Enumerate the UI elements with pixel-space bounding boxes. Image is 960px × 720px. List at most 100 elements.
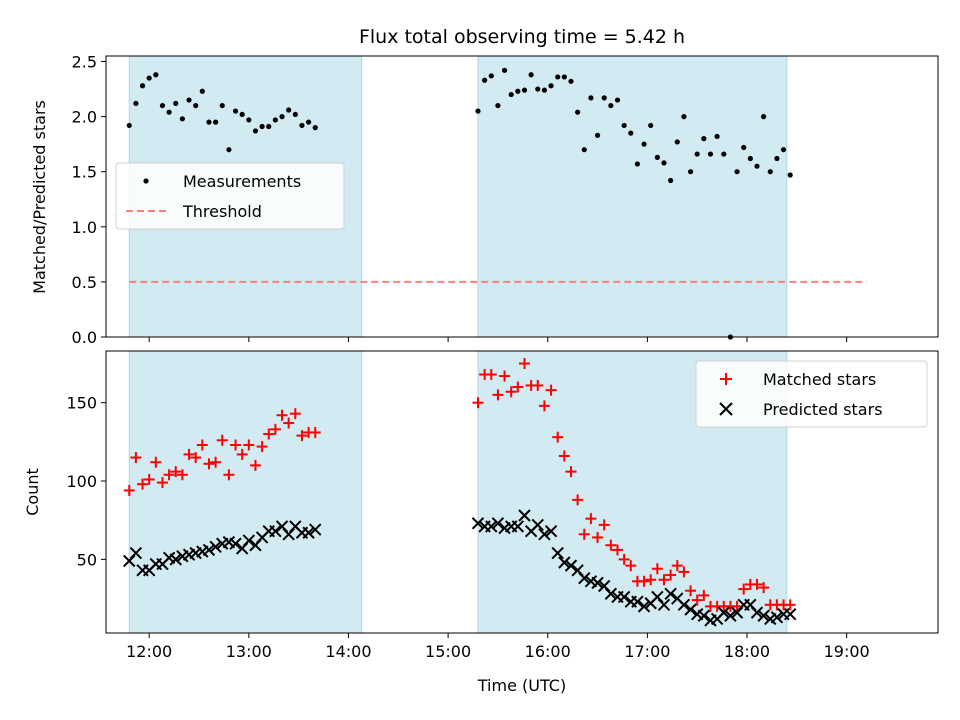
matched-star-point [645, 574, 657, 586]
measurement-point [126, 122, 132, 129]
predicted-marker-b [551, 546, 564, 560]
measurement-point [694, 151, 700, 157]
measurement-point [239, 111, 245, 118]
measurement-point [767, 169, 773, 175]
measurement-point [747, 155, 753, 162]
measurement-point [199, 88, 205, 94]
matched-star-point [230, 439, 242, 451]
matched-star-point [625, 560, 637, 572]
predicted-marker-b [783, 607, 797, 621]
y-tick-label: 1.5 [72, 163, 97, 182]
matched-star-point [678, 566, 690, 578]
measurement-point [561, 74, 567, 80]
predicted-star-point [511, 520, 525, 533]
predicted-star-point [551, 546, 564, 560]
predicted-marker-b [717, 606, 730, 619]
predicted-marker-b [538, 528, 551, 541]
legend-predicted-label: Predicted stars [763, 400, 883, 419]
matched-star-point [137, 478, 149, 490]
measurement-point [628, 130, 634, 136]
y-tick-label: 0.5 [72, 273, 97, 292]
matched-star-point [592, 531, 604, 543]
y-tick-label: 150 [66, 394, 97, 413]
measurement-point [159, 102, 166, 109]
legend-matched-label: Matched stars [763, 370, 876, 389]
predicted-marker-b [770, 611, 784, 624]
measurement-point [286, 107, 292, 113]
predicted-star-point [531, 518, 544, 532]
measurement-point [166, 109, 172, 115]
matched-star-point [611, 544, 623, 556]
measurement-point [621, 122, 627, 129]
predicted-star-point [724, 609, 737, 622]
matched-star-point [183, 448, 195, 460]
matched-star-point [532, 379, 544, 391]
matched-star-point [243, 439, 255, 451]
predicted-marker-b [744, 598, 757, 612]
measurement-point [535, 86, 541, 92]
matched-star-point [150, 456, 162, 468]
measurement-point [741, 144, 747, 151]
measurement-point [482, 77, 488, 83]
predicted-star-point [538, 528, 551, 541]
measurement-point [226, 147, 232, 153]
matched-star-point [256, 441, 268, 453]
measurement-point [634, 161, 641, 167]
matched-star-point [618, 553, 630, 565]
matched-star-point [269, 423, 281, 435]
matched-star-point [698, 589, 710, 601]
measurement-point [648, 122, 654, 129]
top-panel: 0.0 0.5 1.0 1.5 2.0 2.5 Matched/Predicted sta… [30, 53, 939, 347]
matched-star-point [156, 477, 168, 489]
measurement-point [246, 117, 252, 123]
predicted-star-point [637, 600, 651, 613]
predicted-marker-b [518, 509, 531, 522]
legend-matched-marker [720, 373, 732, 385]
predicted-star-point [677, 598, 691, 612]
measurement-point [488, 73, 494, 79]
y-tick-label: 2.5 [72, 53, 97, 72]
predicted-marker-b [289, 520, 302, 533]
predicted-marker-b [724, 609, 737, 622]
measurement-point [272, 117, 278, 123]
chart-title: Flux total observing time = 5.42 h [359, 26, 685, 48]
top-y-ticks: 0.0 0.5 1.0 1.5 2.0 2.5 [72, 53, 106, 347]
predicted-marker-b [750, 606, 764, 619]
y-tick-label: 2.0 [72, 108, 97, 127]
measurement-point [299, 122, 305, 129]
measurement-point [654, 154, 660, 160]
predicted-marker-b [511, 520, 525, 533]
matched-star-point [276, 409, 288, 421]
measurement-point [279, 114, 285, 120]
measurement-point [495, 102, 501, 109]
measurement-point [787, 172, 793, 178]
measurement-point [146, 75, 152, 81]
matched-star-point [758, 582, 770, 594]
measurement-point [674, 139, 680, 145]
predicted-marker-b [229, 537, 242, 550]
x-tick-label: 18:00 [724, 642, 770, 661]
matched-star-point [499, 370, 511, 382]
measurement-point [608, 102, 614, 109]
predicted-marker-b [664, 587, 677, 601]
predicted-star-point [757, 609, 770, 622]
matched-star-point [685, 585, 697, 597]
predicted-star-point [631, 595, 644, 608]
predicted-marker-b [471, 517, 485, 530]
x-tick-label: 16:00 [525, 642, 571, 661]
measurement-point [206, 119, 212, 125]
measurement-point [575, 109, 581, 115]
predicted-marker-b [485, 520, 498, 533]
predicted-star-point [229, 537, 242, 550]
predicted-marker-b [651, 590, 664, 604]
x-axis-label: Time (UTC) [477, 676, 566, 695]
measurement-point [681, 114, 687, 120]
bottom-plot-frame [105, 350, 939, 634]
measurement-point [133, 100, 139, 106]
measurement-point [754, 163, 760, 169]
predicted-star-point [129, 546, 143, 560]
matched-star-point [163, 469, 175, 481]
measurement-point [153, 72, 159, 78]
y-tick-label: 0.0 [72, 328, 97, 347]
